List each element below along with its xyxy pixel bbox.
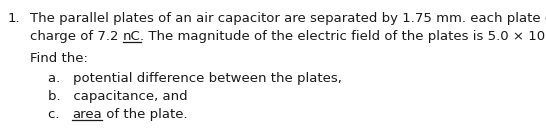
Text: of the plate.: of the plate. bbox=[102, 108, 188, 121]
Text: 1.: 1. bbox=[8, 12, 21, 25]
Text: The parallel plates of an air capacitor are separated by 1.75 mm. each plate car: The parallel plates of an air capacitor … bbox=[30, 12, 546, 25]
Text: c.: c. bbox=[48, 108, 72, 121]
Text: area: area bbox=[72, 108, 102, 121]
Text: . The magnitude of the electric field of the plates is 5.0 × 10: . The magnitude of the electric field of… bbox=[140, 30, 545, 43]
Text: a.   potential difference between the plates,: a. potential difference between the plat… bbox=[48, 72, 342, 85]
Text: nC: nC bbox=[123, 30, 140, 43]
Text: charge of 7.2: charge of 7.2 bbox=[30, 30, 123, 43]
Text: b.   capacitance, and: b. capacitance, and bbox=[48, 90, 188, 103]
Text: Find the:: Find the: bbox=[30, 52, 88, 65]
